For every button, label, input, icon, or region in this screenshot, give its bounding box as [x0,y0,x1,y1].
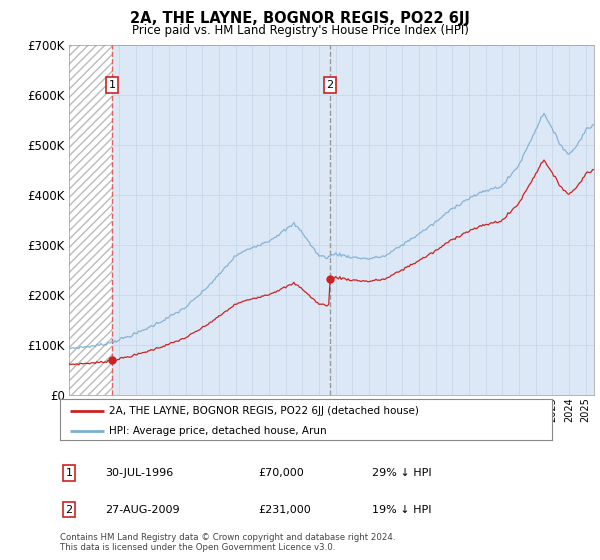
Text: 2A, THE LAYNE, BOGNOR REGIS, PO22 6JJ: 2A, THE LAYNE, BOGNOR REGIS, PO22 6JJ [130,11,470,26]
Bar [69,45,112,395]
Text: 2A, THE LAYNE, BOGNOR REGIS, PO22 6JJ (detached house): 2A, THE LAYNE, BOGNOR REGIS, PO22 6JJ (d… [109,405,419,416]
Text: 19% ↓ HPI: 19% ↓ HPI [372,505,431,515]
Text: 1: 1 [65,468,73,478]
Text: HPI: Average price, detached house, Arun: HPI: Average price, detached house, Arun [109,426,327,436]
Bar [69,45,112,395]
Text: £70,000: £70,000 [258,468,304,478]
Text: Contains HM Land Registry data © Crown copyright and database right 2024.: Contains HM Land Registry data © Crown c… [60,533,395,542]
Text: 29% ↓ HPI: 29% ↓ HPI [372,468,431,478]
Text: 2: 2 [65,505,73,515]
Text: Price paid vs. HM Land Registry's House Price Index (HPI): Price paid vs. HM Land Registry's House … [131,24,469,36]
Text: 2: 2 [326,80,334,90]
Text: This data is licensed under the Open Government Licence v3.0.: This data is licensed under the Open Gov… [60,543,335,552]
Text: £231,000: £231,000 [258,505,311,515]
Text: 30-JUL-1996: 30-JUL-1996 [105,468,173,478]
Text: 1: 1 [109,80,115,90]
Text: 27-AUG-2009: 27-AUG-2009 [105,505,179,515]
